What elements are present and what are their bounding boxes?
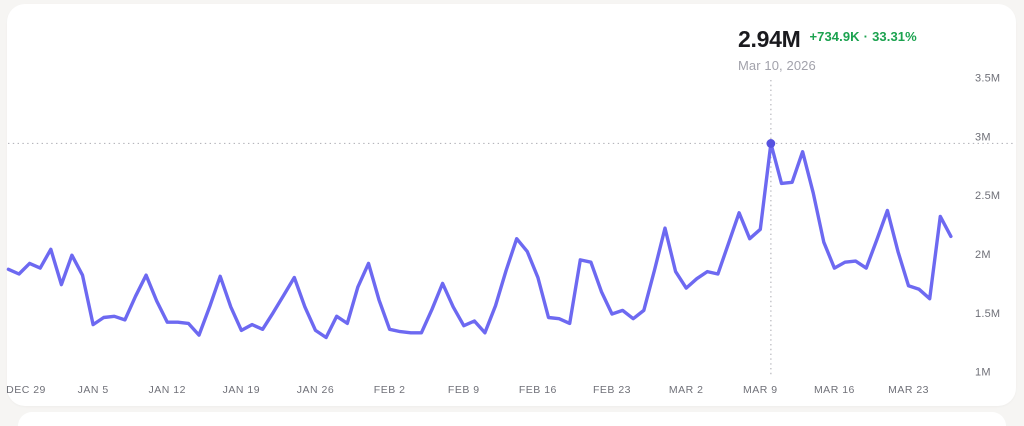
x-axis-label: JAN 19 bbox=[223, 384, 260, 396]
tooltip-value-row: 2.94M +734.9K · 33.31% bbox=[738, 27, 917, 52]
change-percent: 33.31% bbox=[872, 29, 917, 44]
x-axis-label: JAN 26 bbox=[297, 384, 334, 396]
selected-date: Mar 10, 2026 bbox=[738, 58, 816, 73]
y-axis-label: 2.5M bbox=[975, 190, 1000, 202]
chart-tooltip: 2.94M +734.9K · 33.31% Mar 10, 2026 bbox=[738, 27, 917, 74]
x-axis-label: DEC 29 bbox=[6, 384, 46, 396]
x-axis-label: MAR 23 bbox=[888, 384, 929, 396]
selected-value: 2.94M bbox=[738, 26, 801, 52]
x-axis-label: FEB 16 bbox=[519, 384, 557, 396]
y-axis-label: 1M bbox=[975, 367, 991, 379]
chart-line bbox=[6, 141, 953, 340]
x-axis-label: FEB 2 bbox=[374, 384, 406, 396]
y-axis-label: 1.5M bbox=[975, 308, 1000, 320]
change-absolute: +734.9K bbox=[809, 29, 860, 44]
x-axis-label: MAR 16 bbox=[814, 384, 855, 396]
x-axis-label: JAN 12 bbox=[149, 384, 186, 396]
y-axis-label: 2M bbox=[975, 249, 991, 261]
y-axis-label: 3M bbox=[975, 131, 991, 143]
x-axis-label: MAR 2 bbox=[669, 384, 704, 396]
x-axis-label: FEB 9 bbox=[448, 384, 480, 396]
chart-card bbox=[7, 4, 1016, 406]
selected-change: +734.9K · 33.31% bbox=[809, 29, 916, 44]
x-axis-label: MAR 9 bbox=[743, 384, 778, 396]
change-separator: · bbox=[863, 29, 869, 44]
selected-point-marker bbox=[766, 139, 776, 148]
x-axis-label: FEB 23 bbox=[593, 384, 631, 396]
x-axis-label: JAN 5 bbox=[78, 384, 109, 396]
chart-plot-area[interactable] bbox=[8, 70, 1014, 390]
y-axis-label: 3.5M bbox=[975, 73, 1000, 85]
